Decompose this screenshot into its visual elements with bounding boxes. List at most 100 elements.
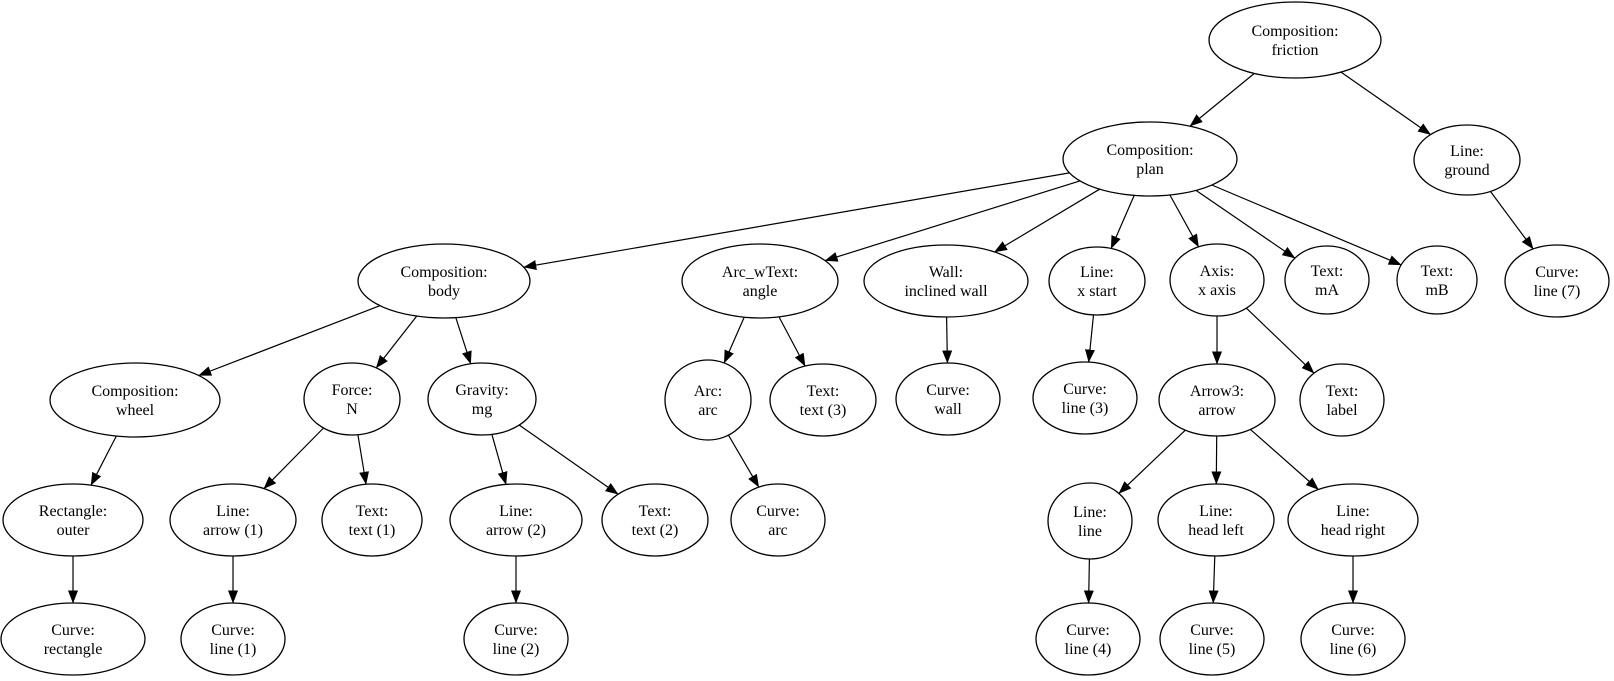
text-label-label1: Text:: [1326, 383, 1359, 400]
text-text-2-label2: text (2): [632, 522, 679, 539]
curve-arc-label1: Curve:: [756, 503, 800, 520]
node-curve-arc: Curve: arc: [730, 483, 826, 557]
edge-force-n-to-line-arrow-1: [263, 427, 324, 490]
edge-arc-arc-to-curve-arc: [727, 434, 760, 488]
arc-arc-ellipse: [664, 359, 752, 441]
edge-composition-plan-to-axis-x-axis: [1169, 194, 1200, 248]
line-arrow-1-ellipse: [169, 483, 297, 557]
composition-plan-label1: Composition:: [1106, 142, 1193, 159]
node-axis-x-axis: Axis: x axis: [1169, 243, 1265, 317]
text-text-3-ellipse: [769, 363, 877, 437]
curve-line-3-ellipse: [1032, 361, 1138, 435]
curve-line-4-label1: Curve:: [1066, 622, 1110, 639]
node-curve-line-7: Curve: line (7): [1504, 244, 1610, 318]
force-n-label2: N: [346, 401, 358, 418]
edge-composition-friction-to-composition-plan: [1189, 73, 1255, 127]
line-head-right-label1: Line:: [1336, 503, 1370, 520]
text-mb-label2: mB: [1425, 282, 1448, 299]
edge-composition-plan-to-text-mb: [1211, 184, 1402, 266]
line-head-right-label2: head right: [1321, 522, 1386, 539]
text-text-2-ellipse: [601, 483, 709, 557]
text-text-3-label2: text (3): [800, 402, 847, 419]
composition-body-ellipse: [357, 243, 531, 319]
composition-friction-label2: friction: [1271, 42, 1318, 59]
composition-plan-label2: plan: [1136, 161, 1164, 178]
arc-arc-label1: Arc:: [694, 383, 722, 400]
arc-wtext-angle-label2: angle: [743, 283, 778, 300]
composition-body-label2: body: [428, 283, 460, 300]
text-label-ellipse: [1299, 363, 1385, 437]
node-line-head-left: Line: head left: [1157, 483, 1275, 557]
rectangle-outer-label1: Rectangle:: [39, 503, 107, 520]
node-line-arrow-1: Line: arrow (1): [169, 483, 297, 557]
curve-line-7-label1: Curve:: [1535, 264, 1579, 281]
curve-rectangle-label2: rectangle: [44, 641, 103, 658]
line-line-label1: Line:: [1073, 504, 1107, 521]
edges-layer: [68, 71, 1534, 604]
line-arrow-2-ellipse: [449, 483, 583, 557]
edge-composition-plan-to-composition-body: [523, 172, 1070, 270]
node-line-x-start: Line: x start: [1048, 246, 1146, 316]
gravity-mg-label2: mg: [472, 401, 492, 418]
gravity-mg-ellipse: [427, 362, 537, 436]
line-x-start-label1: Line:: [1080, 264, 1114, 281]
wall-inclined-wall-label2: inclined wall: [904, 283, 988, 300]
text-text-1-label2: text (1): [349, 522, 396, 539]
edge-gravity-mg-to-text-text-2: [518, 424, 619, 495]
line-arrow-1-label2: arrow (1): [203, 522, 263, 539]
node-text-ma: Text: mA: [1284, 245, 1370, 315]
composition-wheel-label1: Composition:: [91, 383, 178, 400]
node-text-text-2: Text: text (2): [601, 483, 709, 557]
line-arrow-1-label1: Line:: [216, 503, 250, 520]
curve-line-4-ellipse: [1035, 602, 1141, 676]
node-curve-line-6: Curve: line (6): [1300, 602, 1406, 676]
curve-line-7-ellipse: [1504, 244, 1610, 318]
curve-wall-label1: Curve:: [926, 382, 970, 399]
edge-wall-inclined-wall-to-curve-wall: [942, 316, 953, 364]
curve-rectangle-label1: Curve:: [51, 622, 95, 639]
node-gravity-mg: Gravity: mg: [427, 362, 537, 436]
text-label-label2: label: [1326, 402, 1358, 419]
text-ma-label1: Text:: [1311, 263, 1344, 280]
node-curve-rectangle: Curve: rectangle: [0, 602, 146, 676]
composition-wheel-ellipse: [49, 362, 221, 438]
line-ground-ellipse: [1413, 124, 1521, 196]
edge-composition-plan-to-wall-inclined-wall: [994, 188, 1100, 253]
curve-line-5-ellipse: [1159, 602, 1265, 676]
line-x-start-label2: x start: [1077, 283, 1117, 300]
node-composition-body: Composition: body: [357, 243, 531, 319]
edge-composition-friction-to-line-ground: [1340, 71, 1432, 136]
curve-line-1-ellipse: [180, 602, 286, 676]
rectangle-outer-label2: outer: [57, 522, 91, 539]
text-text-2-label1: Text:: [639, 503, 672, 520]
edge-composition-plan-to-arc-wtext-angle: [824, 180, 1081, 262]
composition-body-label1: Composition:: [400, 264, 487, 281]
text-text-1-ellipse: [321, 483, 423, 557]
text-ma-ellipse: [1284, 245, 1370, 315]
node-curve-wall: Curve: wall: [895, 362, 1001, 436]
line-line-ellipse: [1047, 482, 1133, 560]
curve-arc-ellipse: [730, 483, 826, 557]
curve-line-1-label1: Curve:: [211, 622, 255, 639]
node-text-mb: Text: mB: [1396, 245, 1478, 315]
text-ma-label2: mA: [1315, 282, 1339, 299]
edge-line-head-left-to-curve-line-5: [1208, 555, 1219, 604]
node-arc-arc: Arc: arc: [664, 359, 752, 441]
edge-line-x-start-to-curve-line-3: [1084, 314, 1095, 363]
arc-wtext-angle-ellipse: [681, 243, 839, 319]
arc-arc-label2: arc: [698, 402, 718, 419]
node-line-head-right: Line: head right: [1287, 483, 1419, 557]
rectangle-outer-ellipse: [2, 483, 144, 557]
edge-gravity-mg-to-line-arrow-2: [491, 434, 508, 485]
curve-wall-label2: wall: [934, 401, 962, 418]
node-curve-line-1: Curve: line (1): [180, 602, 286, 676]
curve-line-7-label2: line (7): [1534, 283, 1581, 300]
node-text-text-3: Text: text (3): [769, 363, 877, 437]
axis-x-axis-label2: x axis: [1198, 282, 1236, 299]
node-rectangle-outer: Rectangle: outer: [2, 483, 144, 557]
line-ground-label1: Line:: [1450, 143, 1484, 160]
node-composition-friction: Composition: friction: [1208, 1, 1382, 79]
